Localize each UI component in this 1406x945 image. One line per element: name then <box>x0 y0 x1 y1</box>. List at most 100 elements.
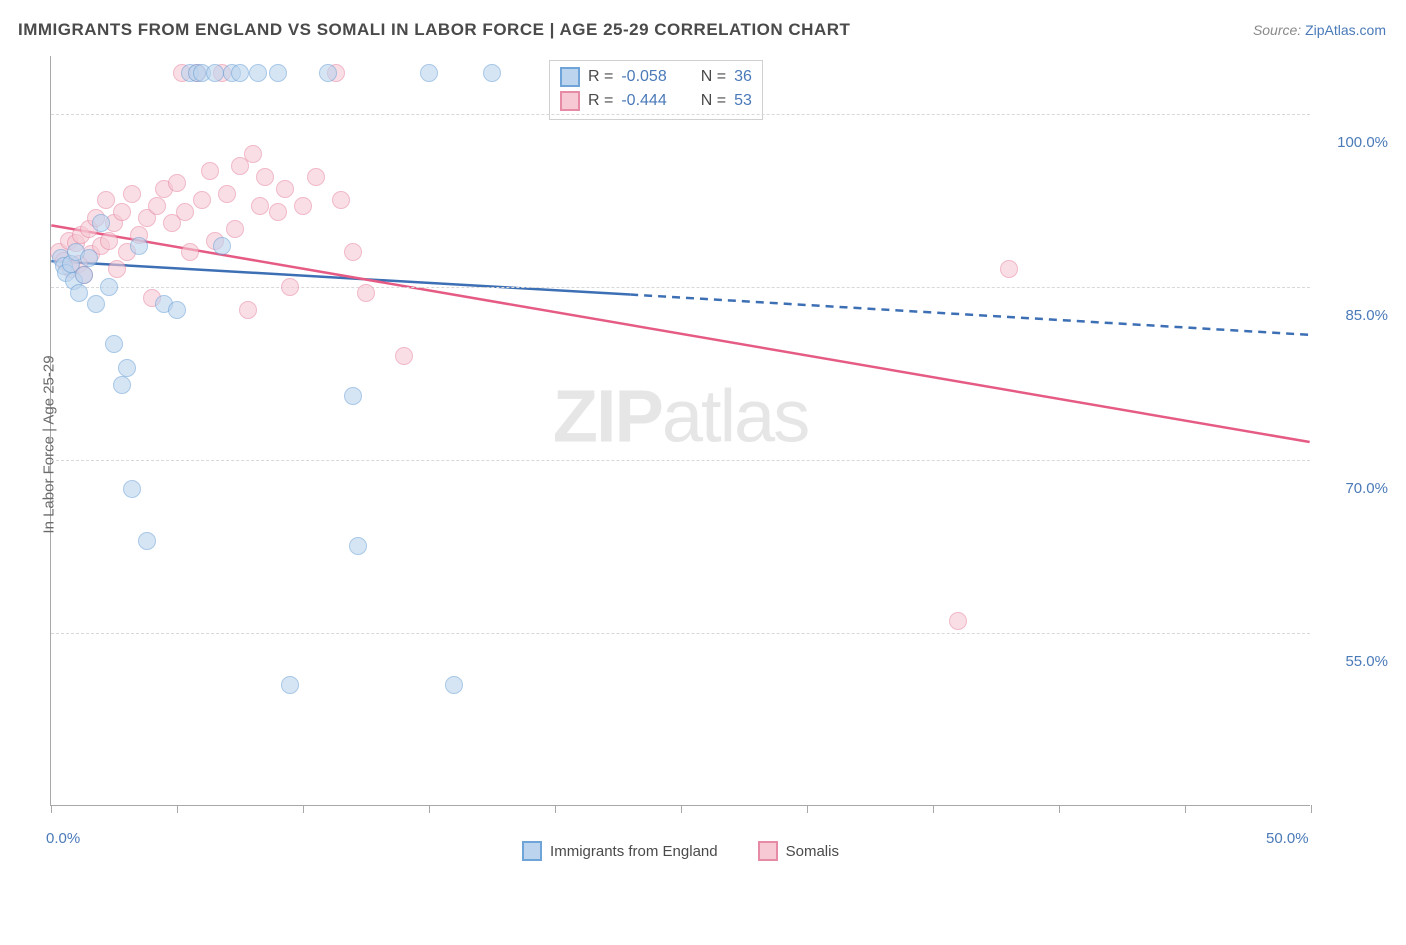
scatter-point-somali <box>123 185 141 203</box>
scatter-point-england <box>344 387 362 405</box>
scatter-point-somali <box>218 185 236 203</box>
scatter-point-somali <box>226 220 244 238</box>
scatter-point-england <box>105 335 123 353</box>
y-tick-label: 100.0% <box>1318 134 1388 151</box>
scatter-point-somali <box>332 191 350 209</box>
scatter-point-england <box>100 278 118 296</box>
n-label: N = <box>701 89 726 113</box>
scatter-point-somali <box>251 197 269 215</box>
scatter-point-england <box>349 537 367 555</box>
legend-swatch-england <box>522 841 542 861</box>
scatter-point-england <box>319 64 337 82</box>
chart-container: IMMIGRANTS FROM ENGLAND VS SOMALI IN LAB… <box>0 0 1406 892</box>
scatter-point-england <box>130 237 148 255</box>
r-label: R = <box>588 65 613 89</box>
scatter-point-england <box>206 64 224 82</box>
x-tick-label: 50.0% <box>1266 830 1309 847</box>
x-tick <box>1311 805 1312 813</box>
legend-swatch-somali <box>758 841 778 861</box>
scatter-point-england <box>249 64 267 82</box>
bottom-legend: Immigrants from England Somalis <box>51 841 1310 861</box>
y-tick-label: 85.0% <box>1318 307 1388 324</box>
scatter-point-somali <box>357 284 375 302</box>
x-tick <box>1185 805 1186 813</box>
x-tick-label: 0.0% <box>46 830 80 847</box>
watermark: ZIPatlas <box>553 373 808 458</box>
scatter-point-england <box>118 359 136 377</box>
legend-swatch <box>560 91 580 111</box>
scatter-point-somali <box>395 347 413 365</box>
r-value: -0.058 <box>621 65 666 89</box>
scatter-point-somali <box>113 203 131 221</box>
y-tick-label: 70.0% <box>1318 480 1388 497</box>
scatter-point-somali <box>148 197 166 215</box>
scatter-point-somali <box>100 232 118 250</box>
scatter-point-somali <box>201 162 219 180</box>
y-axis-label: In Labor Force | Age 25-29 <box>41 0 58 945</box>
x-tick <box>1059 805 1060 813</box>
scatter-point-england <box>113 376 131 394</box>
r-value: -0.444 <box>621 89 666 113</box>
scatter-point-somali <box>176 203 194 221</box>
x-tick <box>303 805 304 813</box>
x-tick <box>555 805 556 813</box>
regression-legend-row: R = -0.444 N = 53 <box>560 89 752 113</box>
source-label: Source: <box>1253 22 1301 38</box>
scatter-point-england <box>70 284 88 302</box>
x-tick <box>681 805 682 813</box>
n-value: 53 <box>734 89 752 113</box>
scatter-point-england <box>445 676 463 694</box>
regression-legend-row: R = -0.058 N = 36 <box>560 65 752 89</box>
scatter-point-somali <box>108 260 126 278</box>
scatter-point-england <box>80 249 98 267</box>
scatter-point-england <box>138 532 156 550</box>
chart-title: IMMIGRANTS FROM ENGLAND VS SOMALI IN LAB… <box>18 20 850 40</box>
y-tick-label: 55.0% <box>1318 653 1388 670</box>
regression-legend: R = -0.058 N = 36 R = -0.444 N = 53 <box>549 60 763 120</box>
source-link[interactable]: ZipAtlas.com <box>1305 22 1386 38</box>
plot-area: In Labor Force | Age 25-29 ZIPatlas R = … <box>50 56 1310 806</box>
scatter-point-england <box>213 237 231 255</box>
legend-item-england: Immigrants from England <box>522 841 718 861</box>
scatter-point-somali <box>168 174 186 192</box>
x-tick <box>51 805 52 813</box>
scatter-point-somali <box>307 168 325 186</box>
scatter-point-somali <box>181 243 199 261</box>
scatter-point-england <box>483 64 501 82</box>
scatter-point-england <box>281 676 299 694</box>
gridline-h <box>51 114 1310 115</box>
scatter-point-somali <box>1000 260 1018 278</box>
scatter-point-england <box>75 266 93 284</box>
r-label: R = <box>588 89 613 113</box>
scatter-point-somali <box>256 168 274 186</box>
n-value: 36 <box>734 65 752 89</box>
scatter-point-somali <box>193 191 211 209</box>
scatter-point-england <box>123 480 141 498</box>
legend-label-somali: Somalis <box>786 843 839 860</box>
source-attribution: Source: ZipAtlas.com <box>1253 22 1386 38</box>
scatter-point-somali <box>281 278 299 296</box>
scatter-point-england <box>420 64 438 82</box>
x-tick <box>933 805 934 813</box>
legend-label-england: Immigrants from England <box>550 843 718 860</box>
n-label: N = <box>701 65 726 89</box>
scatter-point-england <box>168 301 186 319</box>
scatter-point-somali <box>294 197 312 215</box>
legend-item-somali: Somalis <box>758 841 839 861</box>
scatter-point-somali <box>244 145 262 163</box>
scatter-point-somali <box>269 203 287 221</box>
x-tick <box>429 805 430 813</box>
scatter-point-england <box>87 295 105 313</box>
scatter-point-somali <box>239 301 257 319</box>
gridline-h <box>51 287 1310 288</box>
scatter-point-somali <box>949 612 967 630</box>
x-tick <box>807 805 808 813</box>
scatter-point-england <box>92 214 110 232</box>
watermark-atlas: atlas <box>662 374 808 457</box>
scatter-point-england <box>269 64 287 82</box>
gridline-h <box>51 460 1310 461</box>
scatter-point-somali <box>276 180 294 198</box>
legend-swatch <box>560 67 580 87</box>
scatter-point-england <box>231 64 249 82</box>
scatter-point-somali <box>344 243 362 261</box>
